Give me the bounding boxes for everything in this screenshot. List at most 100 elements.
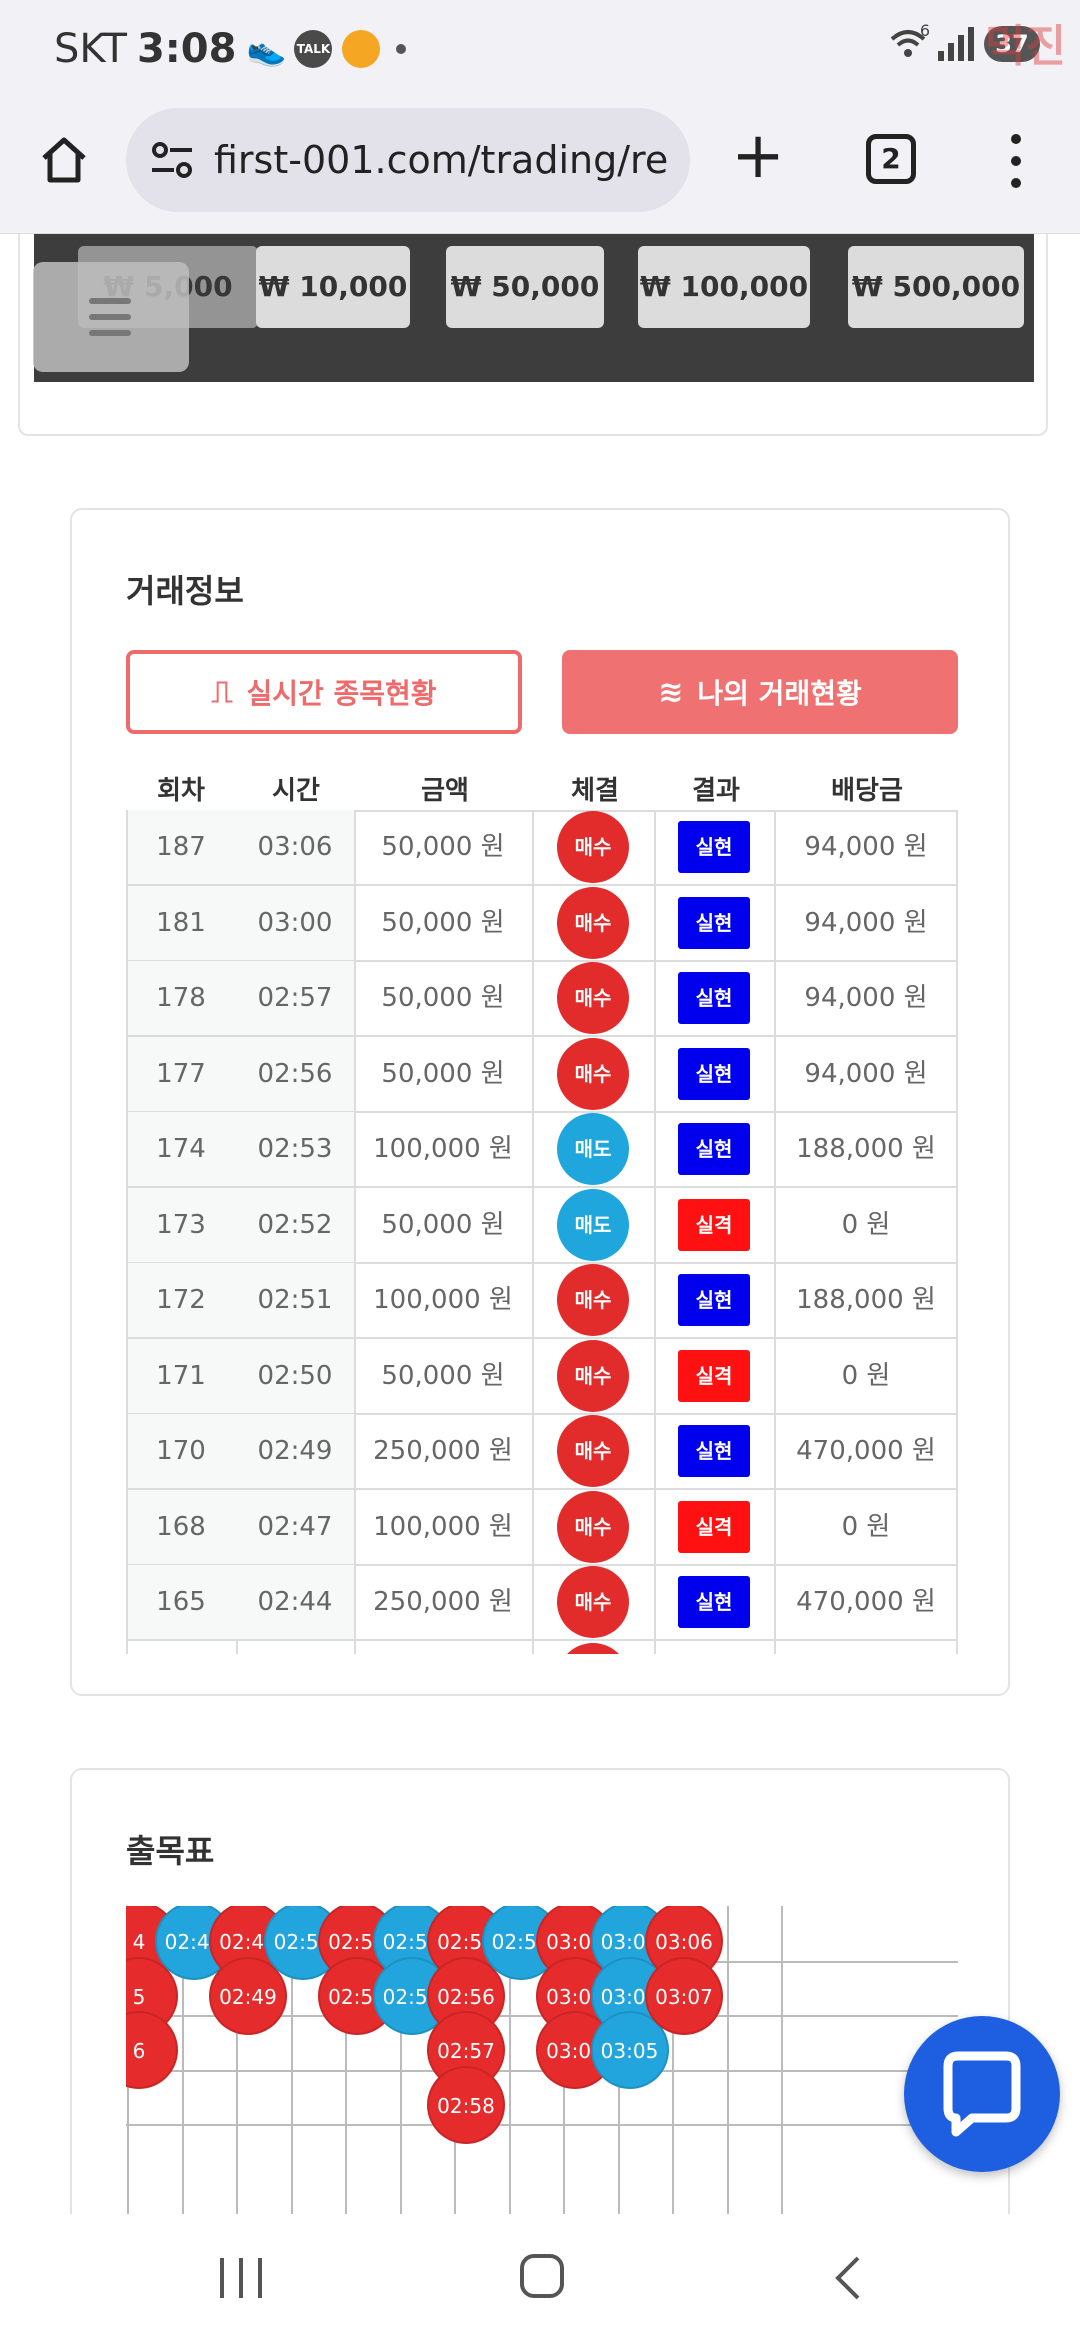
- watermark-logo: 먹진: [985, 21, 1066, 72]
- status-right: 6 37: [888, 21, 1040, 62]
- cell-time: 03:00: [257, 907, 333, 938]
- table-row[interactable]: 177 02:56 50,000 원 94,000 원 매수 실현: [126, 1036, 958, 1113]
- table-row[interactable]: 187 03:06 50,000 원 94,000 원 매수 실현: [126, 810, 958, 886]
- wifi-badge: 6: [919, 21, 930, 40]
- execution-bubble: 매수: [557, 1415, 629, 1487]
- app-notification-icon: [342, 30, 381, 68]
- cell-amount: 100,000 원: [373, 1511, 513, 1542]
- kakaotalk-icon: TALK: [294, 30, 333, 68]
- table-row[interactable]: 178 02:57 50,000 원 94,000 원 매수 실현: [126, 961, 958, 1037]
- status-left: SKT 3:08 👟 TALK: [54, 26, 407, 72]
- row-shade: [128, 1263, 354, 1337]
- more-menu-button[interactable]: [1006, 134, 1026, 188]
- cell-round: 168: [156, 1511, 206, 1542]
- table-row[interactable]: 181 03:00 50,000 원 94,000 원 매수 실현: [126, 885, 958, 962]
- execution-bubble: 매수: [557, 1566, 629, 1638]
- cell-round: 187: [156, 832, 206, 862]
- cell-round: 181: [156, 907, 206, 938]
- table-row[interactable]: 173 02:52 50,000 원 0 원 매도 실격: [126, 1187, 958, 1264]
- result-ball: 6: [126, 2011, 178, 2089]
- tab-my-trades[interactable]: ≋ 나의 거래현황: [562, 650, 958, 734]
- result-ball: 03:07: [645, 1956, 723, 2035]
- result-board-card: 출목표 4 5 6 02:47 02:48 02:49 02:50 02:51 02:52 02:…: [70, 1768, 1010, 2268]
- browser-toolbar: first-001.com/trading/re + 2: [0, 100, 1080, 234]
- pulse-icon: ⎍: [211, 674, 233, 710]
- amount-button-500000[interactable]: ₩ 500,000: [848, 246, 1024, 328]
- cell-payout: 188,000 원: [796, 1285, 936, 1315]
- table-row[interactable]: 172 02:51 100,000 원 188,000 원 매수 실현: [126, 1263, 958, 1339]
- cell-payout: 0 원: [841, 1511, 891, 1542]
- result-badge: 실현: [678, 1274, 750, 1326]
- amount-button-bar: ₩ 5,000 ₩ 10,000 ₩ 50,000 ₩ 100,000 ₩ 50…: [34, 234, 1034, 382]
- result-badge: 실현: [678, 972, 750, 1024]
- table-row[interactable]: 171 02:50 50,000 원 0 원 매수 실격: [126, 1338, 958, 1415]
- cell-time: 02:52: [257, 1209, 333, 1240]
- new-tab-button[interactable]: +: [731, 119, 785, 193]
- result-board-grid[interactable]: 4 5 6 02:47 02:48 02:49 02:50 02:51 02:52 02:53 02…: [126, 1906, 958, 2236]
- execution-bubble: 매수: [557, 1264, 629, 1336]
- cell-payout: 0 원: [841, 1209, 891, 1240]
- row-shade: [128, 1414, 354, 1488]
- col-execution: 체결: [571, 776, 619, 806]
- more-notifications-dot: [396, 44, 407, 54]
- cell-amount: 100,000 원: [373, 1285, 513, 1315]
- row-shade: [128, 961, 354, 1035]
- chat-button[interactable]: [904, 2016, 1060, 2172]
- trade-info-title: 거래정보: [126, 572, 244, 610]
- cell-amount: 50,000 원: [381, 1209, 505, 1240]
- cell-round: 177: [156, 1058, 206, 1089]
- col-payout: 배당금: [831, 776, 903, 806]
- amount-button-10000[interactable]: ₩ 10,000: [256, 246, 410, 328]
- table-row[interactable]: 170 02:49 250,000 원 470,000 원 매수 실현: [126, 1414, 958, 1490]
- floating-menu-button[interactable]: [33, 262, 189, 372]
- site-settings-icon[interactable]: [150, 140, 194, 180]
- cell-payout: 188,000 원: [796, 1134, 936, 1164]
- col-time: 시간: [272, 776, 320, 806]
- table-row[interactable]: 168 02:47 100,000 원 0 원 매수 실격: [126, 1489, 958, 1566]
- execution-bubble: 매수: [557, 886, 629, 959]
- cell-time: 02:47: [257, 1511, 333, 1542]
- chat-bubble-icon: [943, 2051, 1021, 2137]
- row-shade: [128, 1338, 354, 1413]
- tab-realtime-status[interactable]: ⎍ 실시간 종목현황: [126, 650, 522, 734]
- execution-bubble: 매수: [557, 1037, 629, 1110]
- carrier-label: SKT: [54, 26, 127, 72]
- cell-payout: 94,000 원: [804, 907, 928, 938]
- back-icon: [835, 2256, 860, 2300]
- result-ball: 02:58: [427, 2065, 505, 2144]
- cell-time: 02:56: [257, 1058, 333, 1089]
- execution-bubble-partial: [557, 1642, 629, 1654]
- back-button[interactable]: [826, 2254, 870, 2302]
- cell-time: 02:49: [257, 1436, 333, 1466]
- result-ball: 03:05: [590, 2011, 669, 2089]
- row-shade: [128, 1187, 354, 1262]
- tab-switcher-button[interactable]: 2: [866, 134, 916, 184]
- table-row[interactable]: 165 02:44 250,000 원 470,000 원 매수 실현: [126, 1565, 958, 1641]
- status-bar: SKT 3:08 👟 TALK 6 37 먹진: [0, 0, 1080, 100]
- execution-bubble: 매수: [557, 811, 629, 883]
- cell-round: 170: [156, 1436, 206, 1466]
- result-badge: 실격: [678, 1349, 750, 1402]
- recents-button[interactable]: [220, 2258, 262, 2298]
- table-row[interactable]: 174 02:53 100,000 원 188,000 원 매도 실현: [126, 1112, 958, 1188]
- execution-bubble: 매도: [557, 1113, 629, 1185]
- cell-amount: 50,000 원: [381, 1058, 505, 1089]
- trade-info-card: 거래정보 ⎍ 실시간 종목현황 ≋ 나의 거래현황 회차 시간 금액 체결 결과…: [70, 508, 1010, 1696]
- cell-amount: 50,000 원: [381, 1360, 505, 1391]
- trade-table[interactable]: 회차 시간 금액 체결 결과 배당금 187 03:06 50,000 원 94,00…: [126, 764, 958, 1654]
- home-button[interactable]: [36, 132, 92, 188]
- cell-amount: 50,000 원: [381, 983, 505, 1013]
- cell-payout: 470,000 원: [796, 1436, 936, 1466]
- waves-icon: ≋: [658, 674, 684, 710]
- tab-my-trades-label: 나의 거래현황: [697, 677, 862, 710]
- url-bar[interactable]: first-001.com/trading/re: [126, 108, 690, 212]
- result-board-title: 출목표: [126, 1832, 215, 1870]
- nav-home-button[interactable]: [520, 2254, 564, 2298]
- cell-time: 02:53: [257, 1134, 333, 1164]
- result-badge: 실현: [678, 896, 750, 949]
- row-shade: [128, 1489, 354, 1564]
- amount-button-100000[interactable]: ₩ 100,000: [638, 246, 810, 328]
- row-shade: [128, 1565, 354, 1639]
- cell-payout: 0 원: [841, 1360, 891, 1391]
- amount-button-50000[interactable]: ₩ 50,000: [446, 246, 604, 328]
